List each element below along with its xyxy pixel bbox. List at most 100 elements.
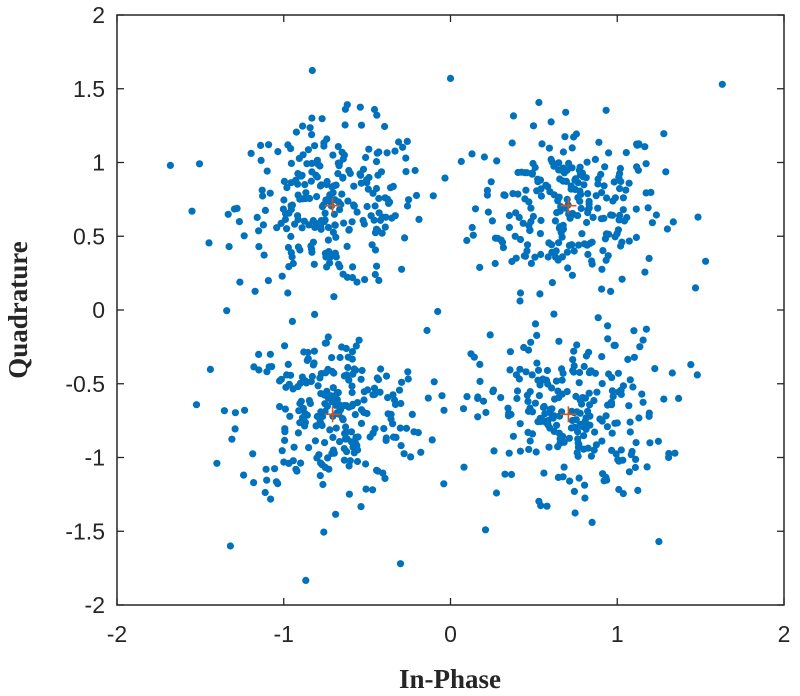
scatter-point <box>360 396 368 404</box>
scatter-point <box>501 191 509 199</box>
scatter-point <box>428 436 436 444</box>
scatter-point <box>568 271 577 279</box>
scatter-point <box>463 393 471 401</box>
scatter-point <box>569 209 577 218</box>
scatter-point <box>602 106 610 114</box>
scatter-point <box>259 192 267 200</box>
scatter-point <box>373 262 381 270</box>
scatter-point <box>574 194 582 202</box>
scatter-point <box>357 419 366 427</box>
scatter-point <box>286 412 294 420</box>
scatter-point <box>641 268 649 276</box>
scatter-point <box>338 148 346 156</box>
scatter-point <box>391 147 399 155</box>
scatter-point <box>301 181 309 189</box>
plot-area-frame <box>116 14 785 606</box>
scatter-point <box>324 454 332 462</box>
scatter-point <box>476 377 484 385</box>
scatter-point <box>594 180 602 188</box>
scatter-point <box>570 247 578 255</box>
scatter-point <box>523 241 532 249</box>
scatter-point <box>340 372 348 380</box>
scatter-point <box>499 244 507 252</box>
scatter-point <box>576 420 584 428</box>
ideal-point-marker <box>324 197 341 214</box>
scatter-point <box>371 246 380 254</box>
scatter-point <box>405 196 413 204</box>
scatter-point <box>321 400 329 408</box>
scatter-point <box>263 368 271 376</box>
scatter-point <box>403 202 412 210</box>
scatter-point <box>533 359 541 367</box>
scatter-point <box>504 412 513 420</box>
scatter-point <box>441 174 449 182</box>
scatter-point <box>516 365 524 373</box>
scatter-point <box>320 142 328 150</box>
scatter-point <box>312 171 320 179</box>
scatter-point <box>249 450 257 458</box>
scatter-point <box>616 185 624 193</box>
scatter-point <box>311 437 319 445</box>
scatter-point <box>524 346 533 354</box>
scatter-point <box>577 204 585 213</box>
scatter-point <box>553 421 561 429</box>
scatter-point <box>636 343 644 351</box>
scatter-point <box>528 371 536 379</box>
scatter-point <box>430 378 438 386</box>
scatter-point <box>324 236 332 244</box>
scatter-point <box>545 144 554 152</box>
scatter-point <box>566 477 574 485</box>
scatter-point <box>585 204 593 212</box>
scatter-point <box>625 468 634 476</box>
scatter-point <box>288 317 296 325</box>
scatter-point <box>645 412 653 420</box>
scatter-point <box>476 263 484 271</box>
scatter-point <box>533 187 541 195</box>
scatter-point <box>628 447 636 456</box>
scatter-point <box>525 198 533 206</box>
scatter-point <box>572 175 580 183</box>
scatter-point <box>644 204 652 212</box>
scatter-point <box>525 445 533 453</box>
scatter-point <box>591 155 600 163</box>
scatter-point <box>398 265 406 273</box>
scatter-point <box>369 189 377 197</box>
scatter-point <box>240 471 248 479</box>
scatter-point <box>235 218 243 226</box>
scatter-point <box>598 189 606 197</box>
scatter-point <box>374 376 383 384</box>
scatter-point <box>213 459 221 467</box>
scatter-point <box>463 236 471 245</box>
scatter-point <box>545 443 553 451</box>
scatter-point <box>488 217 496 225</box>
scatter-point <box>340 456 348 464</box>
scatter-point <box>289 259 297 268</box>
scatter-point <box>513 394 521 403</box>
scatter-point <box>718 80 726 88</box>
scatter-point <box>343 242 351 250</box>
scatter-point <box>515 375 524 383</box>
scatter-point <box>570 487 579 495</box>
scatter-point <box>528 408 537 416</box>
scatter-point <box>516 289 525 297</box>
scatter-point <box>524 397 532 405</box>
scatter-point <box>382 434 390 442</box>
scatter-point <box>646 439 654 447</box>
scatter-point <box>297 459 305 467</box>
scatter-point <box>344 363 352 372</box>
scatter-point <box>533 331 541 339</box>
scatter-point <box>332 510 340 518</box>
scatter-point <box>284 141 292 149</box>
scatter-point <box>553 209 561 217</box>
scatter-point <box>311 142 319 150</box>
scatter-point <box>554 443 562 451</box>
scatter-point <box>580 181 588 189</box>
scatter-points <box>166 66 726 585</box>
scatter-point <box>340 219 348 227</box>
scatter-point <box>569 356 577 364</box>
scatter-point <box>654 437 663 445</box>
scatter-point <box>552 247 560 255</box>
scatter-point <box>317 223 325 231</box>
scatter-point <box>598 353 606 361</box>
